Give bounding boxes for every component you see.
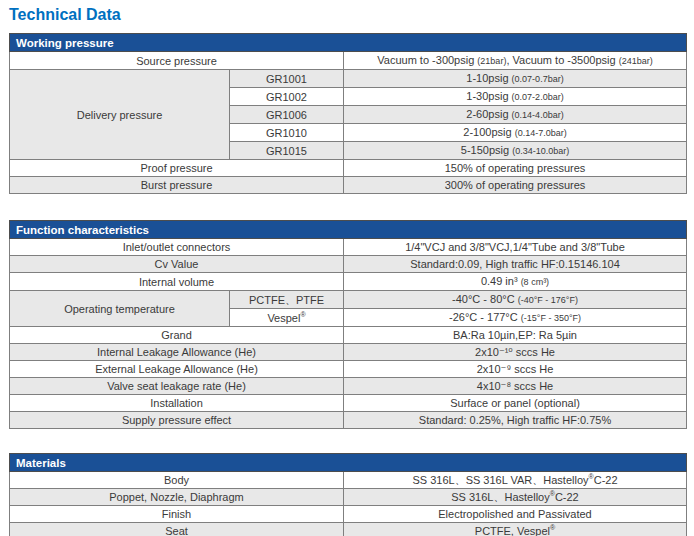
poppet-nozzle-diaphragm-label: Poppet, Nozzle, Diaphragm (10, 489, 344, 506)
source-pressure-label: Source pressure (10, 52, 344, 70)
model-label-gr1001: GR1001 (230, 70, 344, 88)
poppet-nozzle-diaphragm-value: SS 316L、Hastelloy®C-22 (344, 489, 687, 506)
model-value-gr1015: 5-150psig (0.34-10.0bar) (344, 142, 687, 160)
cv-value-label: Cv Value (10, 256, 344, 273)
supply-pressure-effect-value: Standard: 0.25%, High traffic HF:0.75% (344, 412, 687, 429)
operating-temperature-value-pctfe: -40°C - 80°C (-40°F - 176°F) (344, 291, 687, 309)
cv-value-row: Cv Value Standard:0.09, High traffic HF:… (10, 256, 687, 273)
grand-row: Grand BA:Ra 10µin,EP: Ra 5µin (10, 327, 687, 344)
external-leakage-label: External Leakage Allowance (He) (10, 361, 344, 378)
model-value-gr1006: 2-60psig (0.14-4.0bar) (344, 106, 687, 124)
model-label-gr1010: GR1010 (230, 124, 344, 142)
finish-value: Electropolished and Passivated (344, 506, 687, 523)
working-pressure-section-header: Working pressure (10, 34, 687, 52)
inlet-outlet-connectors-value: 1/4"VCJ and 3/8"VCJ,1/4"Tube and 3/8"Tub… (344, 239, 687, 256)
finish-label: Finish (10, 506, 344, 523)
source-pressure-row: Source pressure Vacuum to -300psig (21ba… (10, 52, 687, 70)
working-pressure-table: Working pressure Source pressure Vacuum … (9, 33, 687, 194)
function-characteristics-table: Function characteristics Inlet/outlet co… (9, 220, 687, 429)
delivery-pressure-row-gr1001: Delivery pressure GR1001 1-10psig (0.07-… (10, 70, 687, 88)
installation-row: Installation Surface or panel (optional) (10, 395, 687, 412)
cv-value-value: Standard:0.09, High traffic HF:0.15146.1… (344, 256, 687, 273)
supply-pressure-effect-row: Supply pressure effect Standard: 0.25%, … (10, 412, 687, 429)
working-pressure-header-row: Working pressure (10, 34, 687, 52)
valve-seat-leakage-label: Valve seat leakage rate (He) (10, 378, 344, 395)
burst-pressure-value: 300% of operating pressures (344, 177, 687, 194)
finish-row: Finish Electropolished and Passivated (10, 506, 687, 523)
seat-label: Seat (10, 523, 344, 536)
internal-leakage-label: Internal Leakage Allowance (He) (10, 344, 344, 361)
seat-row: Seat PCTFE, Vespel® (10, 523, 687, 536)
seat-value: PCTFE, Vespel® (344, 523, 687, 536)
burst-pressure-label: Burst pressure (10, 177, 344, 194)
supply-pressure-effect-label: Supply pressure effect (10, 412, 344, 429)
body-material-value: SS 316L、SS 316L VAR、Hastelloy®C-22 (344, 472, 687, 489)
function-characteristics-header-row: Function characteristics (10, 221, 687, 239)
function-characteristics-section-header: Function characteristics (10, 221, 687, 239)
inlet-outlet-connectors-label: Inlet/outlet connectors (10, 239, 344, 256)
internal-leakage-value: 2x10⁻¹⁰ sccs He (344, 344, 687, 361)
proof-pressure-row: Proof pressure 150% of operating pressur… (10, 160, 687, 177)
internal-volume-value: 0.49 in³ (8 cm³) (344, 273, 687, 291)
operating-temperature-label: Operating temperature (10, 291, 230, 327)
installation-label: Installation (10, 395, 344, 412)
grand-value: BA:Ra 10µin,EP: Ra 5µin (344, 327, 687, 344)
materials-table: Materials Body SS 316L、SS 316L VAR、Haste… (9, 453, 687, 536)
internal-leakage-row: Internal Leakage Allowance (He) 2x10⁻¹⁰ … (10, 344, 687, 361)
external-leakage-value: 2x10⁻⁹ sccs He (344, 361, 687, 378)
grand-label: Grand (10, 327, 344, 344)
proof-pressure-label: Proof pressure (10, 160, 344, 177)
external-leakage-row: External Leakage Allowance (He) 2x10⁻⁹ s… (10, 361, 687, 378)
body-material-row: Body SS 316L、SS 316L VAR、Hastelloy®C-22 (10, 472, 687, 489)
operating-temperature-value-vespel: -26°C - 177°C (-15°F - 350°F) (344, 309, 687, 327)
internal-volume-row: Internal volume 0.49 in³ (8 cm³) (10, 273, 687, 291)
model-label-gr1002: GR1002 (230, 88, 344, 106)
datasheet-page: { "page": { "title": "Technical Data" },… (0, 0, 694, 536)
page-title: Technical Data (9, 6, 694, 24)
installation-value: Surface or panel (optional) (344, 395, 687, 412)
proof-pressure-value: 150% of operating pressures (344, 160, 687, 177)
materials-section-header: Materials (10, 454, 687, 472)
poppet-nozzle-diaphragm-row: Poppet, Nozzle, Diaphragm SS 316L、Hastel… (10, 489, 687, 506)
operating-temperature-material-pctfe: PCTFE、PTFE (230, 291, 344, 309)
model-value-gr1002: 1-30psig (0.07-2.0bar) (344, 88, 687, 106)
model-value-gr1001: 1-10psig (0.07-0.7bar) (344, 70, 687, 88)
delivery-pressure-label: Delivery pressure (10, 70, 230, 160)
inlet-outlet-connectors-row: Inlet/outlet connectors 1/4"VCJ and 3/8"… (10, 239, 687, 256)
materials-header-row: Materials (10, 454, 687, 472)
model-label-gr1006: GR1006 (230, 106, 344, 124)
valve-seat-leakage-value: 4x10⁻⁸ sccs He (344, 378, 687, 395)
model-label-gr1015: GR1015 (230, 142, 344, 160)
burst-pressure-row: Burst pressure 300% of operating pressur… (10, 177, 687, 194)
model-value-gr1010: 2-100psig (0.14-7.0bar) (344, 124, 687, 142)
source-pressure-value: Vacuum to -300psig (21bar), Vacuum to -3… (344, 52, 687, 70)
valve-seat-leakage-row: Valve seat leakage rate (He) 4x10⁻⁸ sccs… (10, 378, 687, 395)
operating-temperature-material-vespel: Vespel® (230, 309, 344, 327)
body-material-label: Body (10, 472, 344, 489)
operating-temperature-row-pctfe: Operating temperature PCTFE、PTFE -40°C -… (10, 291, 687, 309)
internal-volume-label: Internal volume (10, 273, 344, 291)
